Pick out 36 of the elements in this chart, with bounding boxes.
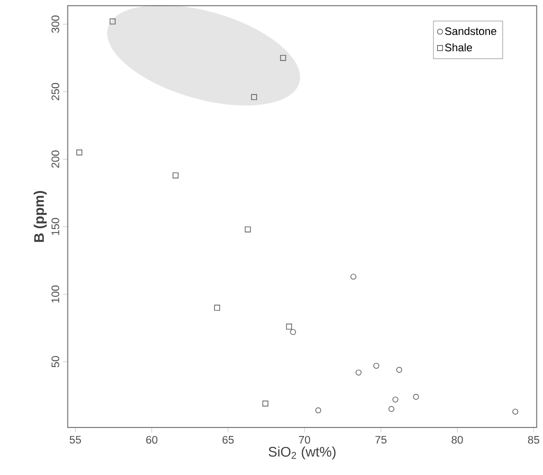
y-tick-label: 150 xyxy=(52,218,60,235)
point xyxy=(262,400,268,407)
x-tick-label: 80 xyxy=(452,436,463,444)
point xyxy=(413,394,419,400)
x-tick-label: 75 xyxy=(375,436,386,444)
point xyxy=(280,54,286,61)
point xyxy=(356,370,362,376)
x-axis-title: SiO$_{2}$ (wt%) xyxy=(268,446,336,460)
point xyxy=(286,324,292,330)
x-tick-label: 65 xyxy=(222,436,234,444)
x-tick-label: 60 xyxy=(146,436,158,444)
point xyxy=(290,329,296,335)
point xyxy=(76,150,82,156)
point xyxy=(110,18,116,24)
y-tick-label: 250 xyxy=(52,83,60,100)
legend-label: Shale xyxy=(445,43,472,52)
x-tick-label: 70 xyxy=(298,436,310,444)
point xyxy=(251,94,258,100)
point xyxy=(396,366,402,373)
x-tick-label: 85 xyxy=(528,436,540,444)
point xyxy=(172,172,178,178)
point xyxy=(350,274,356,280)
legend-label: Sandstone xyxy=(445,27,496,36)
point xyxy=(214,304,220,311)
y-tick-label: 100 xyxy=(52,286,60,302)
y-tick-label: 50 xyxy=(52,356,60,368)
point xyxy=(315,407,322,414)
point xyxy=(388,406,394,412)
y-axis-title: B (ppm) xyxy=(34,191,47,242)
y-tick-label: 300 xyxy=(52,16,60,33)
x-tick-label: 55 xyxy=(70,436,81,444)
point xyxy=(392,396,398,402)
point xyxy=(373,362,380,369)
point xyxy=(512,408,518,415)
y-tick-label: 200 xyxy=(52,150,60,168)
point xyxy=(244,226,251,232)
